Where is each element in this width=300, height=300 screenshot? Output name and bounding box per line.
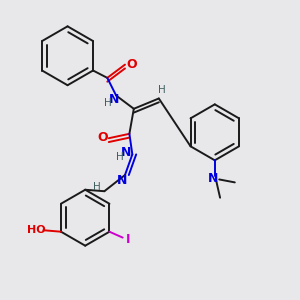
Text: N: N bbox=[117, 174, 127, 187]
Text: O: O bbox=[97, 131, 108, 144]
Text: HO: HO bbox=[27, 225, 45, 235]
Text: N: N bbox=[208, 172, 218, 185]
Text: N: N bbox=[121, 146, 131, 159]
Text: O: O bbox=[126, 58, 137, 70]
Text: I: I bbox=[126, 232, 130, 246]
Text: H: H bbox=[158, 85, 166, 94]
Text: H: H bbox=[116, 152, 124, 162]
Text: H: H bbox=[93, 182, 101, 192]
Text: H: H bbox=[104, 98, 112, 108]
Text: N: N bbox=[109, 93, 119, 106]
